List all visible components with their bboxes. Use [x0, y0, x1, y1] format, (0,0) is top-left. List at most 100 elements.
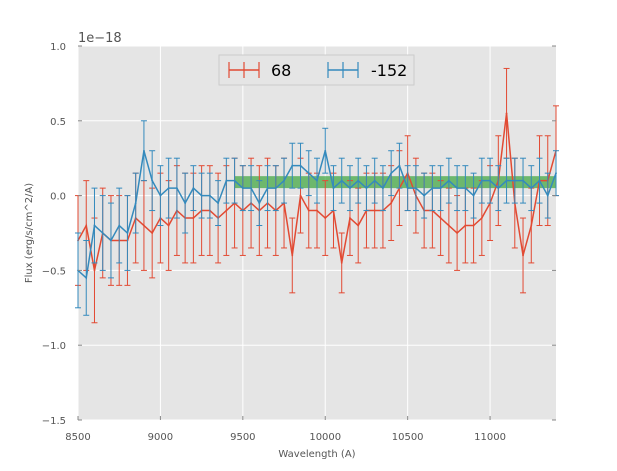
data-point: [217, 202, 220, 204]
data-point: [151, 232, 154, 234]
data-point: [192, 217, 195, 219]
data-point: [349, 187, 351, 190]
data-point: [299, 164, 302, 167]
data-point: [456, 232, 459, 234]
data-point: [522, 179, 524, 182]
legend-item-152: -152: [327, 61, 407, 80]
data-point: [513, 179, 516, 182]
legend-label-152: -152: [371, 61, 407, 80]
data-point: [93, 224, 96, 227]
data-point: [382, 187, 384, 190]
data-point: [530, 224, 533, 227]
data-point: [423, 194, 426, 197]
data-point: [555, 172, 557, 175]
data-point: [340, 179, 343, 182]
y-tick-label: 0.5: [50, 117, 66, 128]
data-point: [118, 224, 121, 227]
data-point: [225, 179, 228, 182]
data-point: [439, 187, 442, 190]
series-layer: [75, 67, 559, 324]
data-point: [324, 149, 327, 152]
data-point: [489, 179, 491, 182]
data-point: [431, 187, 434, 190]
data-point: [373, 179, 376, 182]
data-point: [332, 187, 335, 190]
x-tick-label: 9000: [148, 432, 173, 443]
data-point: [307, 172, 310, 175]
y-tick-label: 0.0: [50, 192, 66, 203]
data-point: [439, 217, 442, 219]
data-point: [530, 187, 533, 190]
data-point: [390, 202, 393, 204]
data-point: [299, 194, 302, 197]
y-axis-label: Flux (erg/s/cm^2/A): [24, 183, 35, 283]
legend: 68 -152: [218, 54, 415, 86]
ticks: 8500 9000 9500 10000 10500 11000 −1.5 −1.0 −0.5 0…: [42, 42, 556, 443]
data-point: [258, 202, 261, 204]
data-point: [505, 179, 508, 182]
data-point: [406, 187, 409, 190]
x-axis-label: Wavelength (A): [278, 449, 355, 460]
data-point: [143, 149, 145, 152]
data-point: [324, 217, 327, 219]
data-point: [456, 187, 459, 190]
data-point: [110, 239, 112, 242]
data-point: [464, 224, 467, 227]
data-point: [472, 224, 475, 227]
data-point: [349, 217, 351, 219]
x-tick-label: 11000: [474, 432, 506, 443]
data-point: [365, 187, 368, 190]
data-point: [316, 209, 318, 212]
legend-item-68: 68: [228, 61, 291, 80]
data-point: [200, 194, 203, 197]
legend-label-68: 68: [271, 61, 291, 80]
x-tick-label: 10500: [392, 432, 424, 443]
data-point: [93, 269, 96, 272]
data-point: [241, 187, 244, 190]
data-point: [497, 187, 500, 190]
series--152: [75, 120, 559, 316]
data-point: [447, 224, 450, 227]
data-point: [522, 254, 524, 257]
data-point: [192, 187, 195, 190]
data-point: [398, 164, 401, 167]
data-point: [464, 187, 467, 190]
data-point: [274, 187, 277, 190]
data-point: [101, 232, 104, 234]
data-point: [447, 179, 450, 182]
data-point: [390, 172, 393, 175]
data-point: [307, 209, 310, 212]
data-point: [373, 209, 376, 212]
x-tick-label: 10000: [309, 432, 341, 443]
data-point: [472, 194, 475, 197]
data-point: [167, 187, 170, 190]
data-point: [291, 254, 294, 257]
data-point: [85, 224, 88, 227]
x-tick-label: 9500: [230, 432, 255, 443]
data-point: [357, 224, 360, 227]
data-point: [538, 179, 541, 182]
data-point: [233, 179, 236, 182]
y-tick-label: −1.5: [42, 416, 66, 427]
data-point: [175, 187, 178, 190]
data-point: [225, 209, 228, 212]
data-point: [291, 164, 294, 167]
data-point: [208, 194, 211, 197]
data-point: [184, 202, 187, 204]
data-point: [357, 179, 360, 182]
data-point: [505, 112, 508, 115]
data-point: [480, 217, 483, 219]
data-point: [546, 194, 549, 197]
data-point: [85, 276, 88, 279]
data-point: [316, 179, 318, 182]
data-point: [167, 224, 170, 227]
data-point: [340, 262, 343, 264]
offset-text: 1e−18: [78, 31, 122, 46]
data-point: [159, 194, 162, 197]
data-point: [126, 232, 129, 234]
data-point: [283, 179, 285, 182]
data-point: [151, 179, 154, 182]
data-point: [250, 187, 252, 190]
